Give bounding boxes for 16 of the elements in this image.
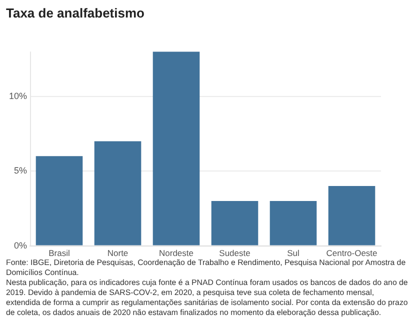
bar (152, 52, 200, 246)
x-tick-label: Sudeste (219, 248, 251, 258)
bar (211, 200, 258, 246)
chart-title: Taxa de analfabetismo (6, 5, 145, 20)
y-tick-label: 0% (14, 240, 28, 250)
y-tick-label: 5% (14, 166, 28, 176)
bar (94, 141, 142, 246)
x-tick-label: Nordeste (159, 248, 194, 258)
x-tick-label: Sul (287, 248, 300, 258)
bar (36, 156, 83, 246)
x-tick-label: Norte (107, 248, 128, 258)
bar (270, 200, 317, 246)
y-tick-label: 10% (9, 90, 28, 101)
x-tick-label: Brasil (48, 248, 70, 258)
bar (328, 186, 376, 246)
x-tick-label: Centro-Oeste (326, 248, 378, 258)
